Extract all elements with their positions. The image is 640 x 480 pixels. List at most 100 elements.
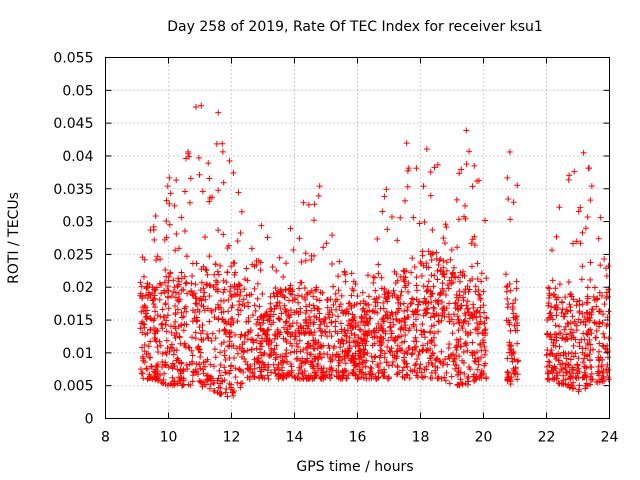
data-point xyxy=(320,342,327,349)
data-point xyxy=(220,289,227,296)
data-point xyxy=(418,260,425,267)
data-point xyxy=(461,273,468,280)
data-point xyxy=(356,348,363,355)
data-point xyxy=(357,368,364,375)
data-point xyxy=(267,305,274,312)
data-point xyxy=(480,288,487,295)
data-point xyxy=(510,314,517,321)
data-point xyxy=(605,308,612,315)
data-point xyxy=(600,377,607,384)
data-point xyxy=(278,310,285,317)
data-point xyxy=(214,301,221,308)
data-point xyxy=(329,311,336,318)
data-point xyxy=(548,347,555,354)
data-point xyxy=(452,299,459,306)
data-point xyxy=(429,250,436,257)
data-point xyxy=(391,268,398,275)
data-point xyxy=(595,308,602,315)
data-point xyxy=(291,295,298,302)
data-point xyxy=(293,319,300,326)
data-point xyxy=(167,344,174,351)
data-point xyxy=(587,373,594,380)
data-point xyxy=(436,358,443,365)
data-point xyxy=(584,284,591,291)
data-point xyxy=(554,304,561,311)
data-point xyxy=(257,314,264,321)
data-point xyxy=(360,346,367,353)
x-tick-labels: 8 10 12 14 16 18 20 22 24 xyxy=(101,430,618,446)
data-point xyxy=(251,302,258,309)
data-point xyxy=(161,370,168,377)
data-point xyxy=(477,313,484,320)
data-point xyxy=(335,357,342,364)
data-point xyxy=(373,295,380,302)
data-point xyxy=(339,307,346,314)
data-point xyxy=(510,199,517,206)
data-point xyxy=(244,336,251,343)
data-point xyxy=(467,312,474,319)
data-point xyxy=(388,328,395,335)
data-point xyxy=(161,279,168,286)
data-point xyxy=(240,296,247,303)
data-point xyxy=(464,298,471,305)
data-point xyxy=(239,347,246,354)
data-point xyxy=(163,273,170,280)
data-point xyxy=(174,366,181,373)
data-point xyxy=(552,285,559,292)
data-point xyxy=(449,330,456,337)
data-point xyxy=(304,349,311,356)
data-point xyxy=(504,355,511,362)
data-point xyxy=(181,188,188,195)
x-axis-label: GPS time / hours xyxy=(296,459,413,475)
data-point xyxy=(301,285,308,292)
data-point xyxy=(570,379,577,386)
data-point xyxy=(563,369,570,376)
data-point xyxy=(342,330,349,337)
y-tick-labels: 0 0.005 0.01 0.015 0.02 0.025 0.03 0.035 0.04 0.0… xyxy=(53,51,93,428)
data-point xyxy=(418,327,425,334)
data-point xyxy=(175,291,182,298)
data-point xyxy=(394,342,401,349)
data-point xyxy=(424,340,431,347)
data-point xyxy=(330,283,337,290)
data-point xyxy=(390,321,397,328)
data-point xyxy=(164,283,171,290)
data-point xyxy=(196,361,203,368)
data-point xyxy=(326,314,333,321)
data-point xyxy=(381,350,388,357)
data-point xyxy=(255,374,262,381)
data-point xyxy=(257,346,264,353)
data-point xyxy=(443,259,450,266)
data-point xyxy=(543,331,550,338)
data-point xyxy=(597,214,604,221)
data-point xyxy=(211,314,218,321)
data-point xyxy=(265,363,272,370)
data-point xyxy=(220,179,227,186)
data-point xyxy=(168,341,175,348)
data-point xyxy=(571,318,578,325)
data-point xyxy=(184,365,191,372)
data-point xyxy=(395,299,402,306)
data-point xyxy=(587,259,594,266)
data-point xyxy=(562,294,569,301)
data-point xyxy=(273,303,280,310)
data-point xyxy=(315,305,322,312)
data-point xyxy=(570,353,577,360)
data-point xyxy=(382,328,389,335)
data-point xyxy=(194,344,201,351)
data-point xyxy=(192,281,199,288)
data-point xyxy=(576,339,583,346)
data-point xyxy=(579,263,586,270)
data-point xyxy=(200,285,207,292)
data-point xyxy=(459,268,466,275)
data-point xyxy=(455,297,462,304)
data-point xyxy=(385,289,392,296)
data-point xyxy=(556,281,563,288)
data-point xyxy=(566,301,573,308)
data-point xyxy=(589,306,596,313)
data-point xyxy=(203,372,210,379)
data-point xyxy=(464,381,471,388)
data-point xyxy=(394,277,401,284)
data-point xyxy=(232,365,239,372)
data-point xyxy=(568,332,575,339)
